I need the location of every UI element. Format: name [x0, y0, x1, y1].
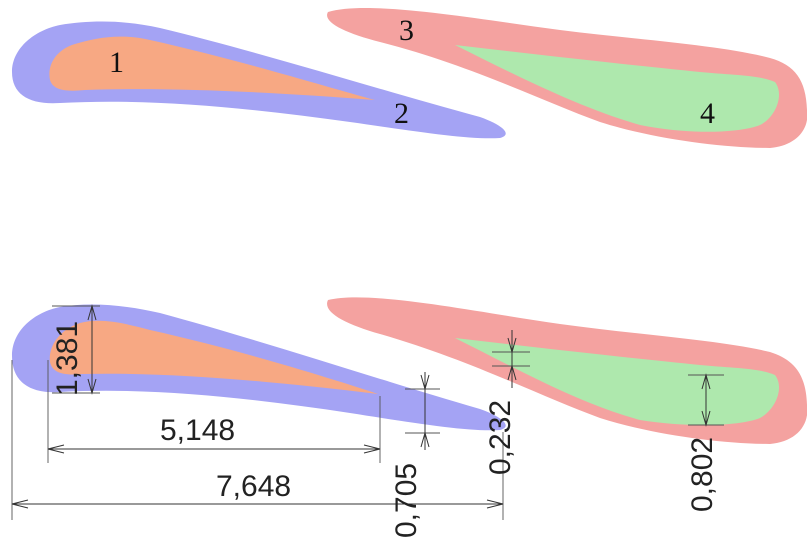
dim-label-0705: 0,705 [390, 463, 423, 538]
dim-label-0232: 0,232 [484, 400, 517, 475]
dim-label-7648: 7,648 [216, 470, 291, 503]
label-region-3: 3 [399, 14, 414, 47]
label-region-1: 1 [109, 46, 124, 79]
dimension-7648 [11, 360, 504, 520]
dimension-0802 [688, 373, 724, 427]
dim-label-5148: 5,148 [160, 414, 235, 447]
label-region-2: 2 [394, 97, 409, 130]
dim-label-1381: 1,381 [51, 321, 84, 396]
green-core [455, 45, 780, 132]
bottom-right-airfoil [327, 297, 807, 444]
green-core [455, 338, 780, 426]
dimension-0232 [492, 330, 530, 388]
dimension-1381 [52, 304, 100, 395]
orange-core [49, 36, 375, 100]
dimension-5148 [47, 360, 381, 463]
label-region-4: 4 [700, 97, 715, 130]
top-left-airfoil [12, 21, 506, 139]
orange-core [49, 320, 378, 394]
dim-label-0802: 0,802 [686, 437, 719, 512]
top-right-airfoil [327, 8, 807, 148]
dimension-0705 [405, 372, 440, 450]
bottom-left-airfoil [12, 304, 506, 431]
